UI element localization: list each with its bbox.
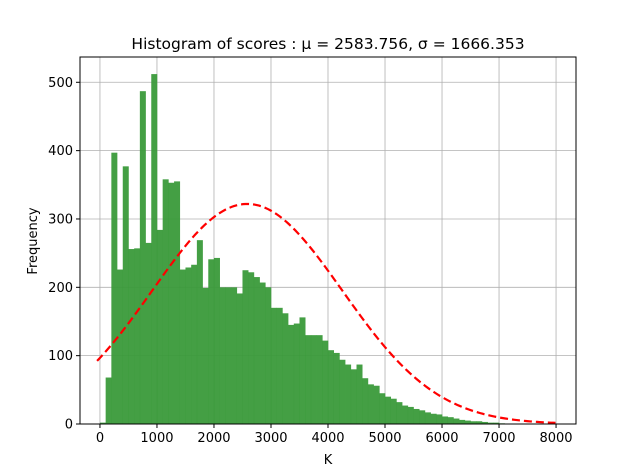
- histogram-bar: [396, 402, 403, 424]
- histogram-bar: [316, 335, 323, 424]
- histogram-bar: [248, 272, 255, 424]
- x-tick-label: 6000: [425, 431, 458, 446]
- histogram-bar: [293, 323, 300, 424]
- y-tick-label: 400: [48, 144, 73, 159]
- histogram-bar: [202, 287, 209, 424]
- histogram-bar: [430, 413, 437, 424]
- x-tick-label: 1000: [140, 431, 173, 446]
- histogram-bar: [122, 166, 129, 424]
- histogram-bar: [191, 264, 198, 424]
- fit-curve-group: [96, 202, 556, 424]
- histogram-bar: [350, 369, 357, 424]
- histogram-bar: [168, 182, 175, 424]
- histogram-bar: [270, 307, 277, 424]
- histogram-bar: [111, 152, 118, 425]
- histogram-bar: [117, 269, 124, 424]
- histogram-bar: [362, 378, 369, 424]
- histogram-bar: [288, 324, 295, 424]
- histogram-bar: [481, 421, 488, 424]
- histogram-bar: [299, 317, 306, 424]
- histogram-bar: [459, 419, 466, 424]
- histogram-bar: [442, 416, 449, 424]
- histogram-bar: [419, 410, 426, 424]
- histogram-bar: [213, 257, 220, 424]
- histogram-bar: [162, 179, 169, 424]
- histogram-bar: [436, 414, 443, 424]
- histogram-bar: [407, 406, 414, 424]
- histogram-bar: [373, 385, 380, 424]
- y-tick-label: 0: [65, 418, 73, 433]
- histogram-bar: [174, 181, 181, 424]
- histogram-bar: [219, 287, 226, 424]
- histogram-bar: [390, 398, 397, 424]
- x-axis-label: K: [324, 453, 333, 468]
- histogram-bar: [413, 408, 420, 424]
- histogram-bar: [447, 417, 454, 424]
- x-tick-label: 5000: [368, 431, 401, 446]
- histogram-bar: [333, 352, 340, 424]
- y-tick-label: 200: [48, 281, 73, 296]
- histogram-bar: [367, 384, 374, 424]
- histogram-bar: [385, 396, 392, 424]
- chart-title: Histogram of scores : μ = 2583.756, σ = …: [131, 35, 524, 53]
- histogram-bar: [179, 269, 186, 424]
- histogram-bar: [345, 364, 352, 424]
- histogram-bar: [139, 91, 146, 424]
- histogram-bar: [105, 377, 112, 424]
- x-tick-label: 3000: [254, 431, 287, 446]
- x-tick-label: 2000: [197, 431, 230, 446]
- y-axis-label: Frequency: [26, 207, 41, 274]
- histogram-bar: [464, 420, 471, 424]
- y-tick-label: 100: [48, 349, 73, 364]
- histogram-bar: [253, 277, 260, 424]
- histogram-bar: [424, 412, 431, 424]
- histogram-bar: [208, 259, 215, 424]
- histogram-bar: [151, 74, 158, 424]
- x-tick-label: 0: [96, 431, 104, 446]
- y-axis-ticks: 0 100 200 300 400 500: [48, 76, 80, 433]
- x-tick-label: 4000: [311, 431, 344, 446]
- histogram-bar: [476, 421, 483, 424]
- histogram-bar: [242, 270, 249, 424]
- histogram-bar: [145, 242, 152, 424]
- x-tick-label: 7000: [482, 431, 515, 446]
- histogram-bar: [185, 267, 192, 424]
- histogram-bar: [128, 249, 135, 424]
- histogram-bar: [310, 335, 317, 424]
- y-tick-label: 500: [48, 76, 73, 91]
- histogram-bar: [305, 335, 312, 424]
- histogram-bar: [276, 307, 283, 424]
- normal-fit-curve: [96, 202, 556, 424]
- histogram-bar: [236, 293, 243, 424]
- histogram-bar: [322, 340, 329, 424]
- y-tick-label: 300: [48, 212, 73, 227]
- histogram-bar: [259, 282, 266, 424]
- histogram-bar: [282, 313, 289, 424]
- histogram-bar: [156, 229, 163, 424]
- x-axis-ticks: 0 1000 2000 3000 4000 5000 6000 7000 8000: [96, 424, 573, 446]
- histogram-bar: [402, 405, 409, 424]
- histogram-bar: [196, 240, 203, 424]
- histogram-bar: [134, 248, 141, 424]
- x-tick-label: 8000: [539, 431, 572, 446]
- histogram-bar: [379, 393, 386, 424]
- histogram-bar: [453, 418, 460, 424]
- histogram-bar: [493, 422, 500, 424]
- histogram-bar: [265, 287, 272, 424]
- histogram-bars: [99, 74, 506, 425]
- histogram-bar: [328, 350, 335, 424]
- histogram-bar: [339, 359, 346, 424]
- histogram-bar: [225, 287, 232, 424]
- histogram-bar: [487, 422, 494, 424]
- histogram-bar: [231, 287, 238, 424]
- histogram-bar: [470, 421, 477, 424]
- histogram-bar: [356, 364, 363, 424]
- histogram-bar: [99, 422, 106, 424]
